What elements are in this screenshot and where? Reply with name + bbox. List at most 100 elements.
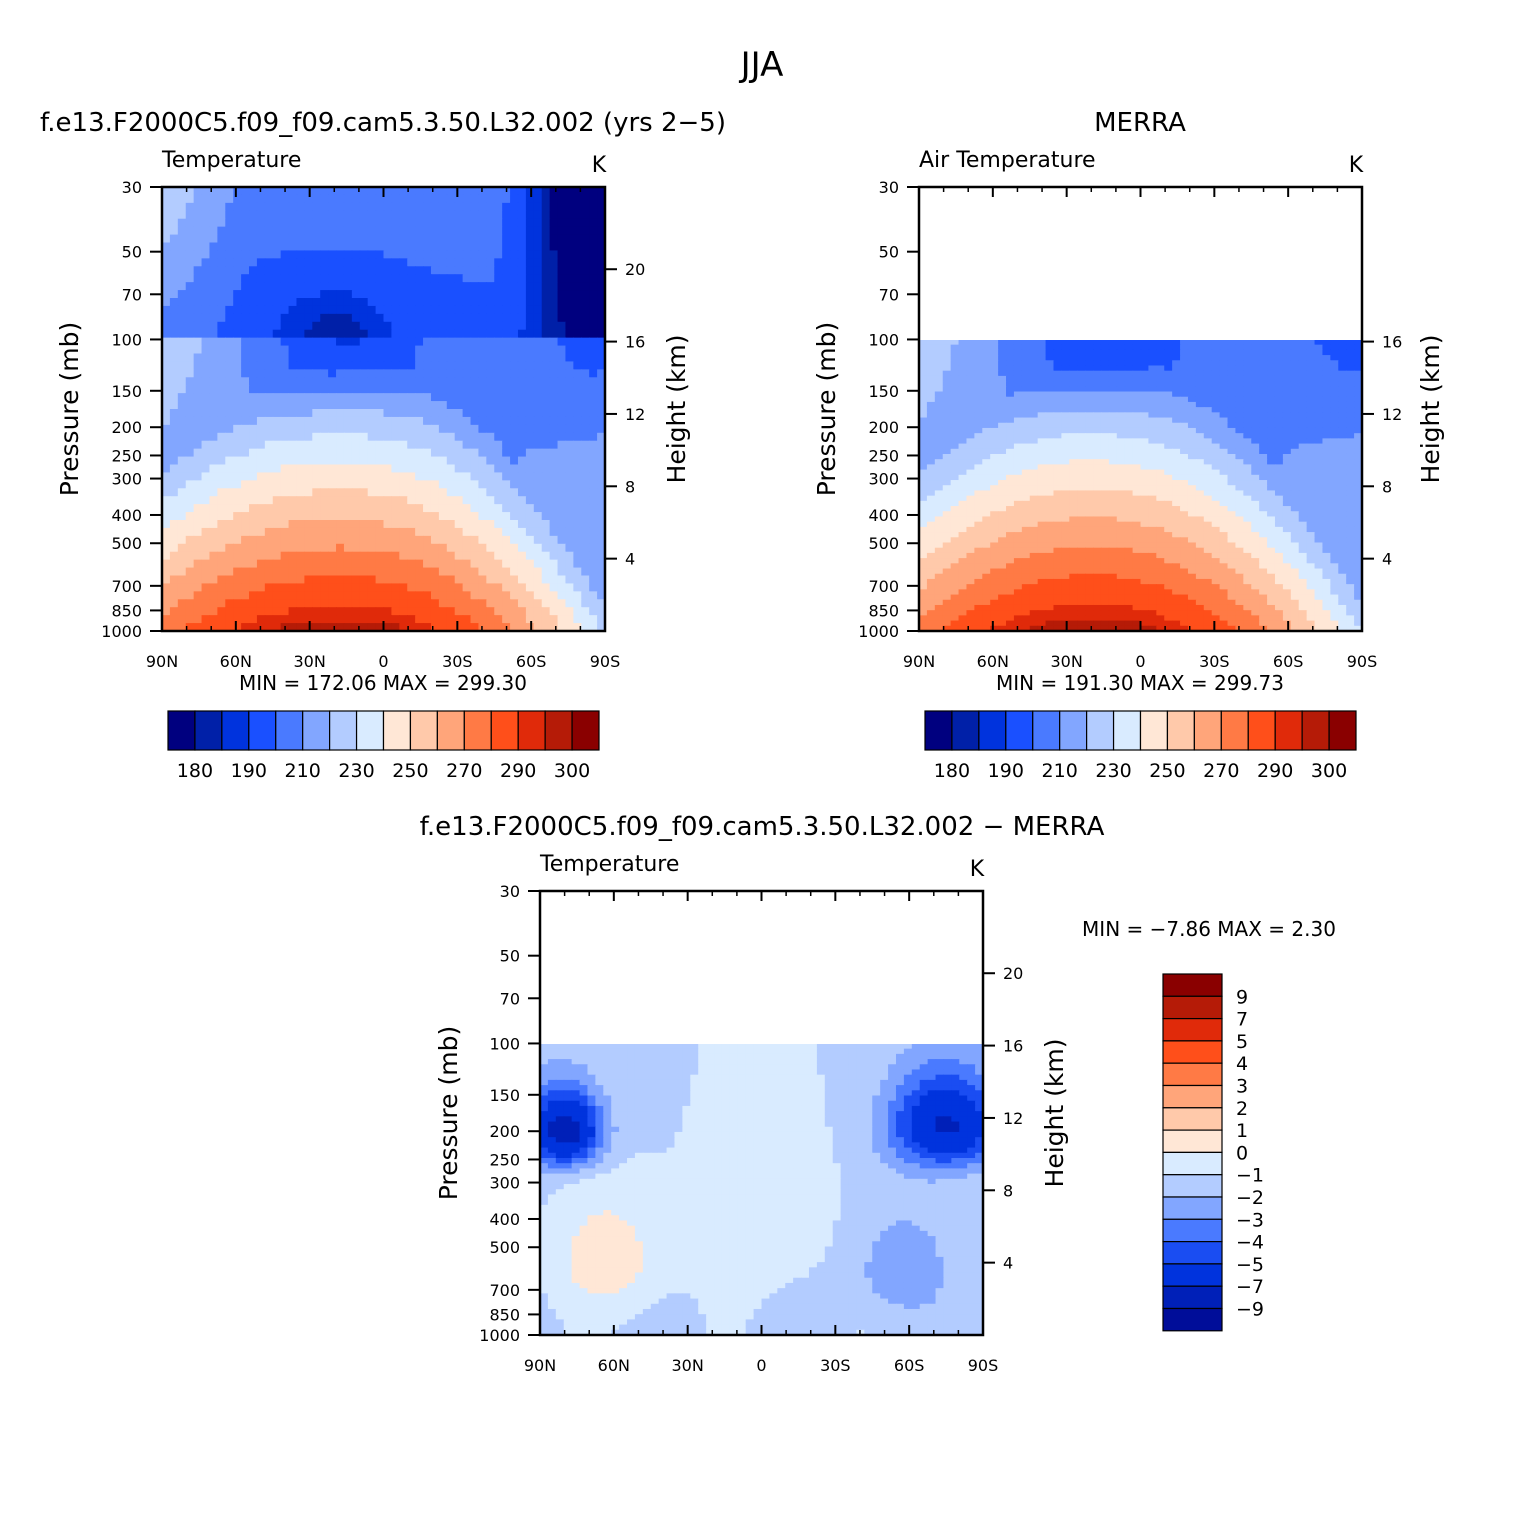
contour-cell: [454, 567, 464, 577]
contour-cell: [399, 329, 408, 339]
contour-cell: [343, 559, 353, 569]
contour-cell: [256, 194, 266, 204]
contour-cell: [185, 464, 195, 474]
contour-cell: [399, 599, 408, 608]
contour-cell: [320, 242, 329, 252]
contour-cell: [1243, 427, 1252, 434]
contour-cell: [517, 345, 527, 355]
contour-cell: [343, 250, 353, 259]
contour-cell: [1100, 495, 1110, 502]
contour-cell: [1306, 349, 1316, 356]
contour-cell: [478, 250, 487, 259]
contour-cell: [1274, 375, 1284, 382]
contour-cell: [312, 512, 321, 521]
contour-cell: [1354, 448, 1362, 455]
contour-cell: [304, 496, 313, 505]
contour-cell: [462, 543, 472, 553]
contour-cell: [1338, 485, 1347, 492]
contour-cell: [502, 282, 511, 291]
contour-cell: [533, 615, 543, 624]
contour-cell: [304, 575, 313, 585]
contour-cell: [1172, 464, 1181, 471]
contour-cell: [256, 218, 266, 228]
contour-cell: [367, 298, 377, 307]
contour-cell: [1124, 355, 1134, 361]
contour-cell: [1093, 480, 1102, 486]
contour-cell: [1282, 485, 1292, 492]
contour-cell: [1235, 480, 1244, 486]
contour-cell: [407, 194, 416, 204]
contour-cell: [1306, 453, 1316, 460]
contour-cell: [1314, 474, 1324, 481]
contour-cell: [264, 290, 274, 299]
contour-cell: [462, 313, 472, 323]
contour-cell: [573, 274, 582, 283]
contour-cell: [162, 575, 171, 585]
y-tick-label: 850: [111, 601, 142, 620]
contour-cell: [1148, 407, 1157, 413]
contour-cell: [296, 615, 305, 624]
contour-cell: [541, 298, 551, 307]
contour-cell: [1021, 443, 1031, 450]
contour-cell: [974, 438, 983, 445]
contour-cell: [209, 194, 218, 204]
contour-cell: [1227, 401, 1237, 408]
contour-cell: [1243, 417, 1252, 424]
contour-cell: [383, 607, 393, 616]
contour-cell: [926, 422, 936, 429]
contour-cell: [541, 583, 551, 592]
colorbar-swatch: [571, 710, 600, 751]
contour-cell: [256, 512, 266, 521]
contour-cell: [280, 416, 290, 426]
contour-cell: [264, 504, 274, 513]
contour-cell: [502, 535, 511, 545]
contour-cell: [320, 274, 329, 283]
contour-cell: [375, 607, 385, 616]
contour-cell: [462, 369, 472, 378]
contour-cell: [225, 194, 234, 204]
contour-cell: [1172, 396, 1181, 403]
contour-cell: [1211, 349, 1221, 356]
contour-cell: [383, 480, 393, 489]
contour-cell: [336, 242, 345, 252]
contour-cell: [919, 433, 928, 439]
contour-cell: [177, 583, 187, 592]
contour-cell: [415, 535, 424, 545]
contour-cell: [225, 512, 234, 521]
contour-cell: [494, 210, 503, 220]
contour-cell: [1251, 340, 1260, 346]
contour-cell: [589, 345, 598, 355]
contour-cell: [1330, 485, 1339, 492]
contour-cell: [1251, 381, 1260, 387]
contour-cell: [383, 527, 393, 537]
contour-cell: [328, 298, 337, 307]
contour-cell: [1061, 480, 1070, 486]
contour-cell: [1140, 344, 1150, 351]
contour-cell: [407, 369, 416, 378]
contour-cell: [177, 480, 187, 489]
x-tick-label: 0: [378, 652, 388, 671]
contour-cell: [162, 432, 171, 442]
contour-cell: [423, 385, 432, 394]
contour-cell: [533, 575, 543, 585]
contour-cell: [209, 234, 218, 244]
contour-cell: [1267, 459, 1276, 465]
contour-cell: [462, 599, 472, 608]
panel-obs: MERRA Air Temperature K 90N 60N 30N 0 30S 60S…: [812, 108, 1445, 782]
contour-cell: [399, 194, 408, 204]
contour-cell: [589, 599, 598, 608]
contour-cell: [320, 464, 329, 474]
contour-cell: [919, 422, 928, 429]
contour-cell: [1290, 375, 1300, 382]
contour-cell: [288, 298, 298, 307]
contour-cell: [225, 464, 234, 474]
contour-cell: [589, 440, 598, 450]
contour-cell: [225, 321, 234, 331]
contour-cell: [510, 361, 519, 370]
contour-cell: [541, 305, 551, 315]
y-tick-label: 500: [111, 534, 142, 553]
contour-cell: [573, 194, 582, 204]
contour-cell: [597, 258, 605, 267]
contour-cell: [375, 210, 385, 220]
contour-cell: [193, 345, 203, 355]
